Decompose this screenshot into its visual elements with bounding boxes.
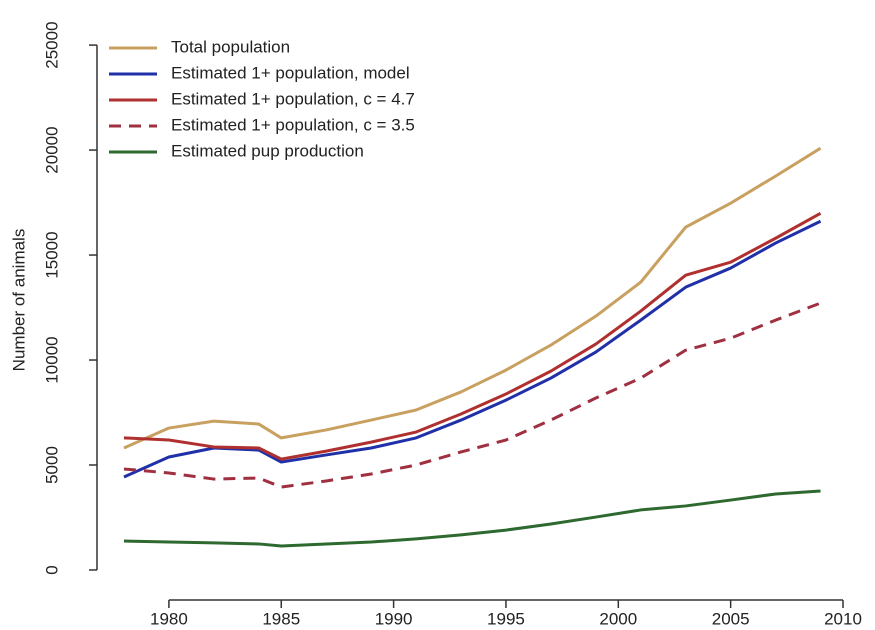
y-tick-label: 0 [42,565,61,574]
y-tick-label: 20000 [42,126,61,173]
y-tick-label: 5000 [42,446,61,484]
series-line [123,219,822,479]
x-tick-label: 2005 [712,609,750,628]
legend-label: Total population [171,37,290,56]
x-tick-label: 1985 [262,609,300,628]
x-tick-label: 1990 [375,609,413,628]
legend-label: Estimated pup production [171,141,364,160]
y-tick-label: 15000 [42,231,61,278]
y-tick-label: 10000 [42,336,61,383]
legend-label: Estimated 1+ population, c = 4.7 [171,89,415,108]
x-tick-label: 2000 [599,609,637,628]
series-line [123,301,822,489]
series-line [123,489,821,548]
legend-label: Estimated 1+ population, model [171,63,410,82]
y-tick-label: 25000 [42,21,61,68]
x-tick-label: 1995 [487,609,525,628]
series-line [123,146,822,450]
y-axis-label: Number of animals [9,229,28,372]
legend-label: Estimated 1+ population, c = 3.5 [171,115,415,134]
series-line [123,211,822,461]
x-tick-label: 1980 [150,609,188,628]
x-tick-label: 2010 [824,609,862,628]
